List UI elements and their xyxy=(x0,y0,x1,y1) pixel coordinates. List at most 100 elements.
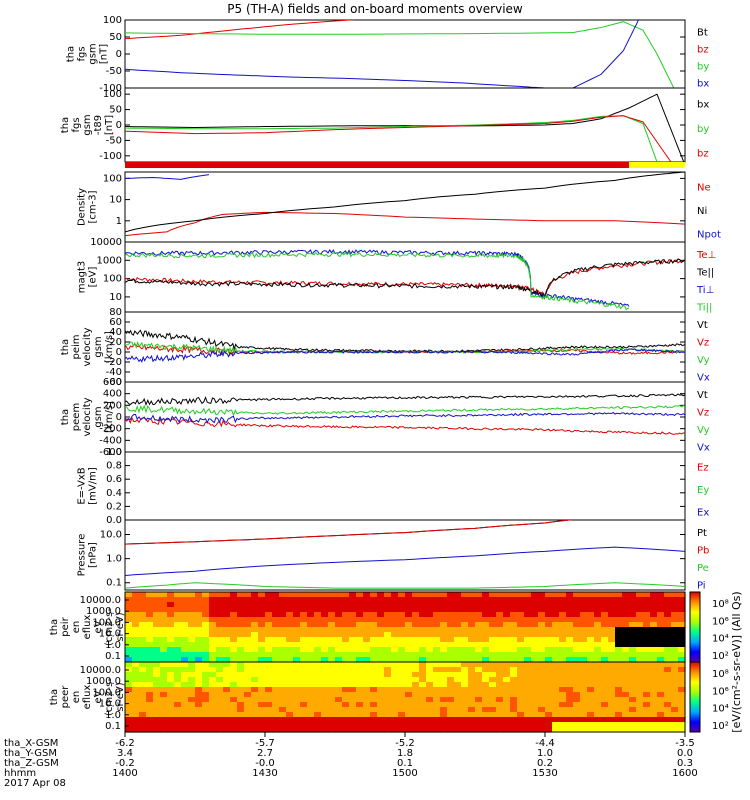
spectrogram-cell xyxy=(125,652,133,658)
spectrogram-cell xyxy=(307,617,315,623)
spectrogram-cell xyxy=(160,697,168,703)
spectrogram-cell xyxy=(545,617,553,623)
spectrogram-cell xyxy=(181,657,189,663)
spectrogram-cell xyxy=(643,662,651,668)
spectrogram-cell xyxy=(636,702,644,708)
spectrogram-cell xyxy=(461,612,469,618)
spectrogram-cell xyxy=(216,672,224,678)
spectrogram-cell xyxy=(622,672,630,678)
spectrogram-cell xyxy=(230,647,238,653)
y-axis-label: eV xyxy=(93,620,104,633)
spectrogram-cell xyxy=(440,652,448,658)
spectrogram-cell xyxy=(139,617,147,623)
spectrogram-cell xyxy=(461,632,469,638)
spectrogram-cell xyxy=(454,622,462,628)
spectrogram-cell xyxy=(237,622,245,628)
spectrogram-cell xyxy=(370,617,378,623)
spectrogram-cell xyxy=(223,662,231,668)
spectrogram-cell xyxy=(300,662,308,668)
spectrogram-cell xyxy=(195,712,203,718)
y-axis-label: peem xyxy=(71,403,82,431)
spectrogram-cell xyxy=(237,697,245,703)
spectrogram-cell xyxy=(314,687,322,693)
tick-label: 20 xyxy=(109,337,122,348)
x-axis-value: -3.5 xyxy=(675,738,695,749)
legend-vx: Vx xyxy=(697,372,710,383)
spectrogram-cell xyxy=(461,627,469,633)
spectrogram-cell xyxy=(160,617,168,623)
tick-label: -50 xyxy=(106,135,122,146)
spectrogram-cell xyxy=(580,612,588,618)
spectrogram-cell xyxy=(643,687,651,693)
spectrogram-cell xyxy=(489,612,497,618)
spectrogram-cell xyxy=(146,652,154,658)
spectrogram-cell xyxy=(503,657,511,663)
spectrogram-cell xyxy=(545,722,553,728)
spectrogram-cell xyxy=(489,702,497,708)
spectrogram-cell xyxy=(307,672,315,678)
spectrogram-cell xyxy=(461,662,469,668)
spectrogram-cell xyxy=(370,632,378,638)
spectrogram-cell xyxy=(314,647,322,653)
spectrogram-cell xyxy=(622,727,630,733)
spectrogram-cell xyxy=(594,712,602,718)
spectrogram-cell xyxy=(566,702,574,708)
spectrogram-cell xyxy=(580,672,588,678)
spectrogram-cell xyxy=(181,642,189,648)
spectrogram-cell xyxy=(286,592,294,598)
spectrogram-cell xyxy=(664,692,672,698)
spectrogram-cell xyxy=(279,592,287,598)
spectrogram-cell xyxy=(237,677,245,683)
spectrogram-cell xyxy=(636,712,644,718)
spectrogram-cell xyxy=(587,647,595,653)
spectrogram-cell xyxy=(279,712,287,718)
spectrogram-cell xyxy=(349,642,357,648)
spectrogram-cell xyxy=(524,692,532,698)
spectrogram-cell xyxy=(545,637,553,643)
spectrogram-cell xyxy=(608,727,616,733)
spectrogram-cell xyxy=(678,717,686,723)
spectrogram-cell xyxy=(321,662,329,668)
spectrogram-cell xyxy=(132,647,140,653)
series-line-vt xyxy=(125,393,685,407)
spectrogram-cell xyxy=(433,612,441,618)
spectrogram-cell xyxy=(468,712,476,718)
spectrogram-cell xyxy=(482,622,490,628)
legend-by: by xyxy=(697,124,709,135)
spectrogram-cell xyxy=(146,637,154,643)
spectrogram-cell xyxy=(489,622,497,628)
spectrogram-cell xyxy=(622,612,630,618)
y-axis-label: [nPa] xyxy=(88,542,99,568)
spectrogram-cell xyxy=(216,717,224,723)
spectrogram-cell xyxy=(139,602,147,608)
spectrogram-cell xyxy=(454,717,462,723)
spectrogram-cell xyxy=(615,637,623,643)
spectrogram-cell xyxy=(279,627,287,633)
spectrogram-cell xyxy=(342,717,350,723)
spectrogram-cell xyxy=(363,727,371,733)
spectrogram-cell xyxy=(335,632,343,638)
tick-label: -600 xyxy=(99,447,122,458)
spectrogram-cell xyxy=(510,722,518,728)
legend-ez: Ez xyxy=(697,462,709,473)
spectrogram-cell xyxy=(587,592,595,598)
spectrogram-cell xyxy=(398,697,406,703)
legend-bx: bx xyxy=(697,99,709,110)
spectrogram-cell xyxy=(216,707,224,713)
spectrogram-cell xyxy=(447,632,455,638)
spectrogram-cell xyxy=(181,672,189,678)
tick-label: 0.0 xyxy=(106,515,122,526)
spectrogram-cell xyxy=(146,682,154,688)
spectrogram-cell xyxy=(601,617,609,623)
series-line-ti xyxy=(125,251,630,311)
spectrogram-cell xyxy=(461,597,469,603)
spectrogram-cell xyxy=(671,597,679,603)
spectrogram-cell xyxy=(517,662,525,668)
spectrogram-cell xyxy=(678,647,686,653)
spectrogram-cell xyxy=(321,617,329,623)
spectrogram-cell xyxy=(608,667,616,673)
spectrogram-cell xyxy=(496,702,504,708)
spectrogram-cell xyxy=(433,697,441,703)
colorbar xyxy=(689,591,701,663)
spectrogram-cell xyxy=(244,642,252,648)
